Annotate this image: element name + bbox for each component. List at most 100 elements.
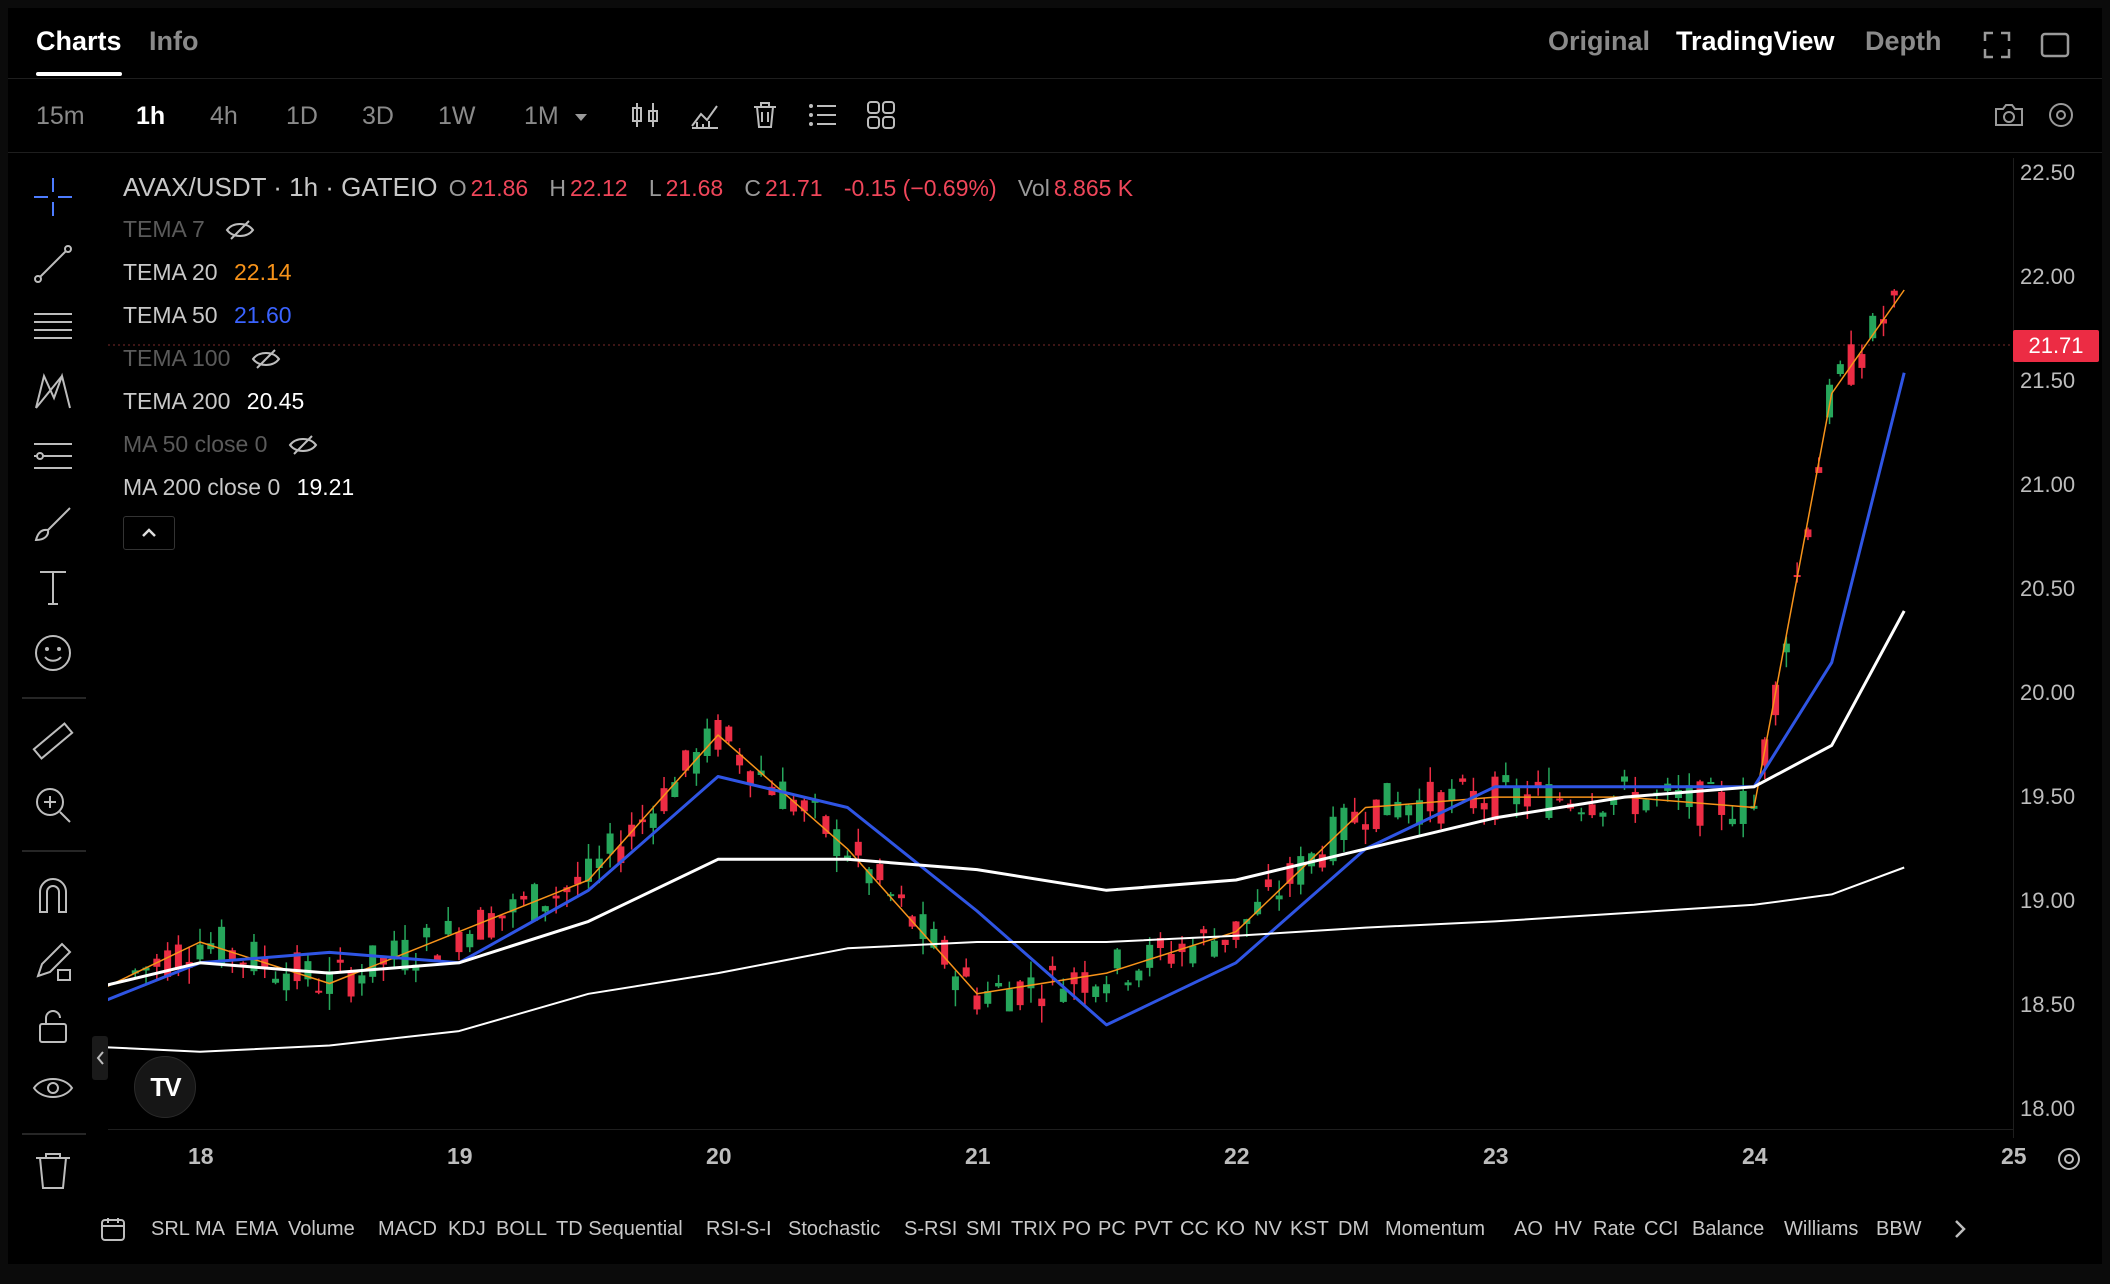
candle-body: [1059, 988, 1067, 1002]
interval-1m[interactable]: 1M: [524, 102, 559, 130]
indicator-item[interactable]: CC: [1180, 1218, 1209, 1240]
study-tema-200[interactable]: TEMA 200 20.45: [123, 388, 305, 414]
indicator-item[interactable]: HV: [1554, 1218, 1582, 1240]
brush-icon[interactable]: [30, 500, 76, 546]
indicator-item[interactable]: KO: [1216, 1218, 1245, 1240]
indicator-item[interactable]: Volume: [288, 1218, 355, 1240]
indicator-item[interactable]: MA: [195, 1218, 225, 1240]
calendar-icon[interactable]: [100, 1216, 126, 1242]
indicator-item[interactable]: PVT: [1134, 1218, 1173, 1240]
price-tick: 19.00: [2020, 888, 2076, 913]
symbol-title: AVAX/USDT · 1h · GATEIO: [123, 172, 438, 202]
edit-lock-icon[interactable]: [30, 938, 76, 984]
indicator-item[interactable]: BOLL: [496, 1218, 548, 1240]
candle-body: [1459, 778, 1467, 782]
candle-body: [531, 884, 539, 921]
settings-icon[interactable]: [2044, 98, 2078, 132]
ruler-icon[interactable]: [30, 718, 76, 764]
indicator-item[interactable]: RSI-S-I: [706, 1218, 772, 1240]
list-icon[interactable]: [806, 98, 840, 132]
indicator-item[interactable]: Momentum: [1385, 1218, 1486, 1240]
candle-body: [250, 941, 258, 972]
chevron-right-icon[interactable]: [1950, 1216, 1970, 1242]
emoji-icon[interactable]: [30, 630, 76, 676]
study-tema-20[interactable]: TEMA 20 22.14: [123, 259, 292, 285]
magnet-icon[interactable]: [30, 872, 76, 918]
last-price-label: 21.71: [2013, 330, 2099, 362]
indicator-item[interactable]: KST: [1290, 1218, 1329, 1240]
eye-icon[interactable]: [30, 1066, 76, 1112]
collapse-toolbar-button[interactable]: [92, 1036, 108, 1080]
eye-hidden-icon[interactable]: [225, 219, 255, 241]
study-ma-50[interactable]: MA 50 close 0: [123, 431, 318, 458]
study-value: 19.21: [296, 474, 355, 500]
axis-settings-icon[interactable]: [2054, 1144, 2084, 1174]
horizontal-lines-icon[interactable]: [30, 304, 76, 350]
interval-4h[interactable]: 4h: [210, 102, 238, 130]
candle-body: [1221, 939, 1229, 945]
indicator-item[interactable]: AO: [1514, 1218, 1543, 1240]
indicator-item[interactable]: PO: [1062, 1218, 1091, 1240]
layout-icon[interactable]: [864, 98, 898, 132]
indicator-item[interactable]: Stochastic: [788, 1218, 881, 1240]
pattern-icon[interactable]: [30, 368, 76, 414]
candle-body: [142, 967, 150, 971]
toolbar-divider: [22, 697, 86, 699]
price-chart[interactable]: [108, 158, 2013, 1128]
candle-body: [1092, 986, 1100, 997]
indicator-item[interactable]: TRIX: [1011, 1218, 1057, 1240]
indicator-item[interactable]: MACD: [378, 1218, 437, 1240]
interval-15m[interactable]: 15m: [36, 102, 85, 130]
indicator-item[interactable]: PC: [1098, 1218, 1126, 1240]
indicator-item[interactable]: BBW: [1876, 1218, 1922, 1240]
candle-body: [736, 754, 744, 766]
lock-icon[interactable]: [30, 1002, 76, 1048]
tradingview-logo[interactable]: TV: [134, 1056, 196, 1118]
chevron-down-icon[interactable]: [574, 113, 588, 123]
indicator-icon[interactable]: [688, 98, 722, 132]
indicator-item[interactable]: Rate: [1593, 1218, 1636, 1240]
tab-charts[interactable]: Charts: [36, 26, 122, 56]
interval-3d[interactable]: 3D: [362, 102, 394, 130]
camera-icon[interactable]: [1992, 98, 2026, 132]
indicator-item[interactable]: DM: [1338, 1218, 1370, 1240]
zoom-in-icon[interactable]: [30, 782, 76, 828]
open-value: 21.86: [470, 175, 529, 201]
crosshair-icon[interactable]: [30, 174, 76, 220]
indicator-item[interactable]: KDJ: [448, 1218, 486, 1240]
time-tick: 18: [188, 1143, 214, 1169]
trash-icon[interactable]: [30, 1148, 76, 1194]
collapse-legend-button[interactable]: [123, 516, 175, 550]
indicator-item[interactable]: EMA: [235, 1218, 279, 1240]
view-tradingview[interactable]: TradingView: [1676, 26, 1835, 56]
fullscreen-icon[interactable]: [1982, 30, 2012, 60]
indicator-item[interactable]: CCI: [1644, 1218, 1679, 1240]
interval-1h[interactable]: 1h: [136, 102, 166, 130]
tab-info[interactable]: Info: [149, 26, 199, 56]
indicator-item[interactable]: TD Sequential: [556, 1218, 683, 1240]
candle-body: [1340, 807, 1348, 841]
eye-hidden-icon[interactable]: [251, 348, 281, 370]
interval-1w[interactable]: 1W: [438, 102, 476, 130]
indicator-item[interactable]: SMI: [966, 1218, 1002, 1240]
study-tema-100[interactable]: TEMA 100: [123, 345, 281, 372]
study-tema-50[interactable]: TEMA 50 21.60: [123, 302, 292, 328]
candle-body: [1156, 938, 1164, 949]
view-depth[interactable]: Depth: [1865, 26, 1942, 56]
indicator-item[interactable]: Williams: [1784, 1218, 1859, 1240]
view-original[interactable]: Original: [1548, 26, 1651, 56]
indicator-item[interactable]: SRL: [151, 1218, 190, 1240]
trend-line-icon[interactable]: [30, 240, 76, 286]
study-ma-200[interactable]: MA 200 close 0 19.21: [123, 474, 355, 500]
trash-icon[interactable]: [748, 98, 782, 132]
text-icon[interactable]: [30, 564, 76, 610]
indicator-item[interactable]: Balance: [1692, 1218, 1765, 1240]
interval-1d[interactable]: 1D: [286, 102, 318, 130]
window-icon[interactable]: [2040, 32, 2070, 58]
indicator-item[interactable]: NV: [1254, 1218, 1282, 1240]
fib-icon[interactable]: [30, 434, 76, 480]
eye-hidden-icon[interactable]: [288, 434, 318, 456]
study-tema-7[interactable]: TEMA 7: [123, 216, 255, 243]
indicator-item[interactable]: S-RSI: [904, 1218, 958, 1240]
chart-type-icon[interactable]: [628, 98, 662, 132]
